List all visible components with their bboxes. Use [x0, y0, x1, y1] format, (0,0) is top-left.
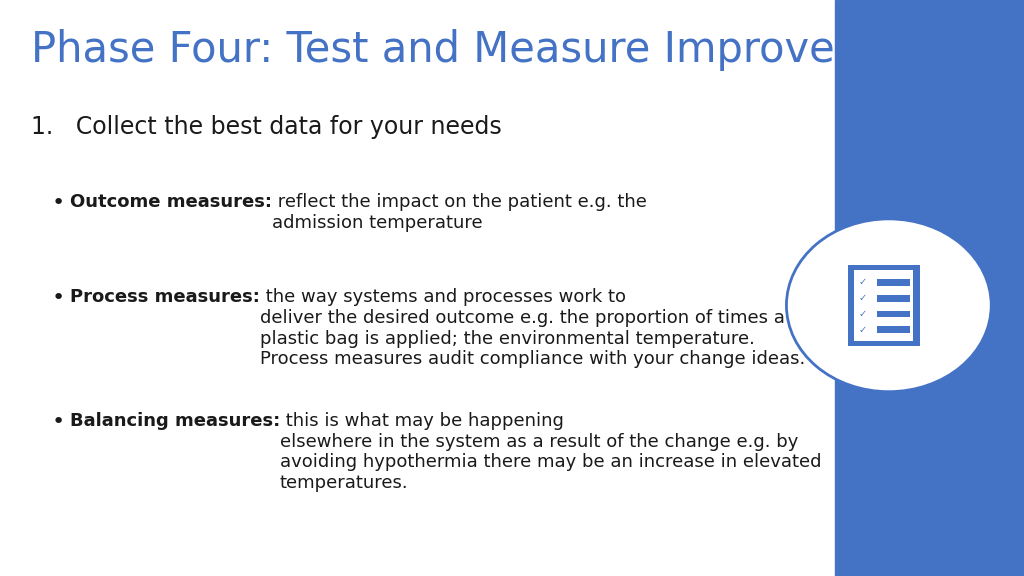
Bar	[835, 0, 1024, 576]
FancyBboxPatch shape	[854, 270, 913, 341]
Bar	[877, 310, 910, 317]
Text: ✓: ✓	[858, 293, 866, 303]
Text: Process measures:: Process measures:	[70, 288, 259, 306]
Text: Balancing measures:: Balancing measures:	[70, 412, 280, 430]
Bar	[877, 279, 910, 286]
Text: Phase Four: Test and Measure Improvement: Phase Four: Test and Measure Improvement	[31, 29, 943, 71]
Bar	[877, 295, 910, 302]
Text: reflect the impact on the patient e.g. the
admission temperature: reflect the impact on the patient e.g. t…	[271, 193, 646, 232]
Text: •: •	[51, 412, 65, 432]
FancyBboxPatch shape	[848, 265, 920, 346]
Bar	[877, 327, 910, 334]
Text: the way systems and processes work to
deliver the desired outcome e.g. the propo: the way systems and processes work to de…	[259, 288, 805, 369]
Text: ✓: ✓	[858, 309, 866, 319]
Text: Outcome measures:: Outcome measures:	[70, 193, 271, 211]
Ellipse shape	[786, 219, 991, 392]
Text: •: •	[51, 288, 65, 308]
Text: ✓: ✓	[858, 277, 866, 287]
Text: •: •	[51, 193, 65, 213]
Text: this is what may be happening
elsewhere in the system as a result of the change : this is what may be happening elsewhere …	[280, 412, 821, 492]
Text: ✓: ✓	[858, 325, 866, 335]
Text: 1.   Collect the best data for your needs: 1. Collect the best data for your needs	[31, 115, 502, 139]
